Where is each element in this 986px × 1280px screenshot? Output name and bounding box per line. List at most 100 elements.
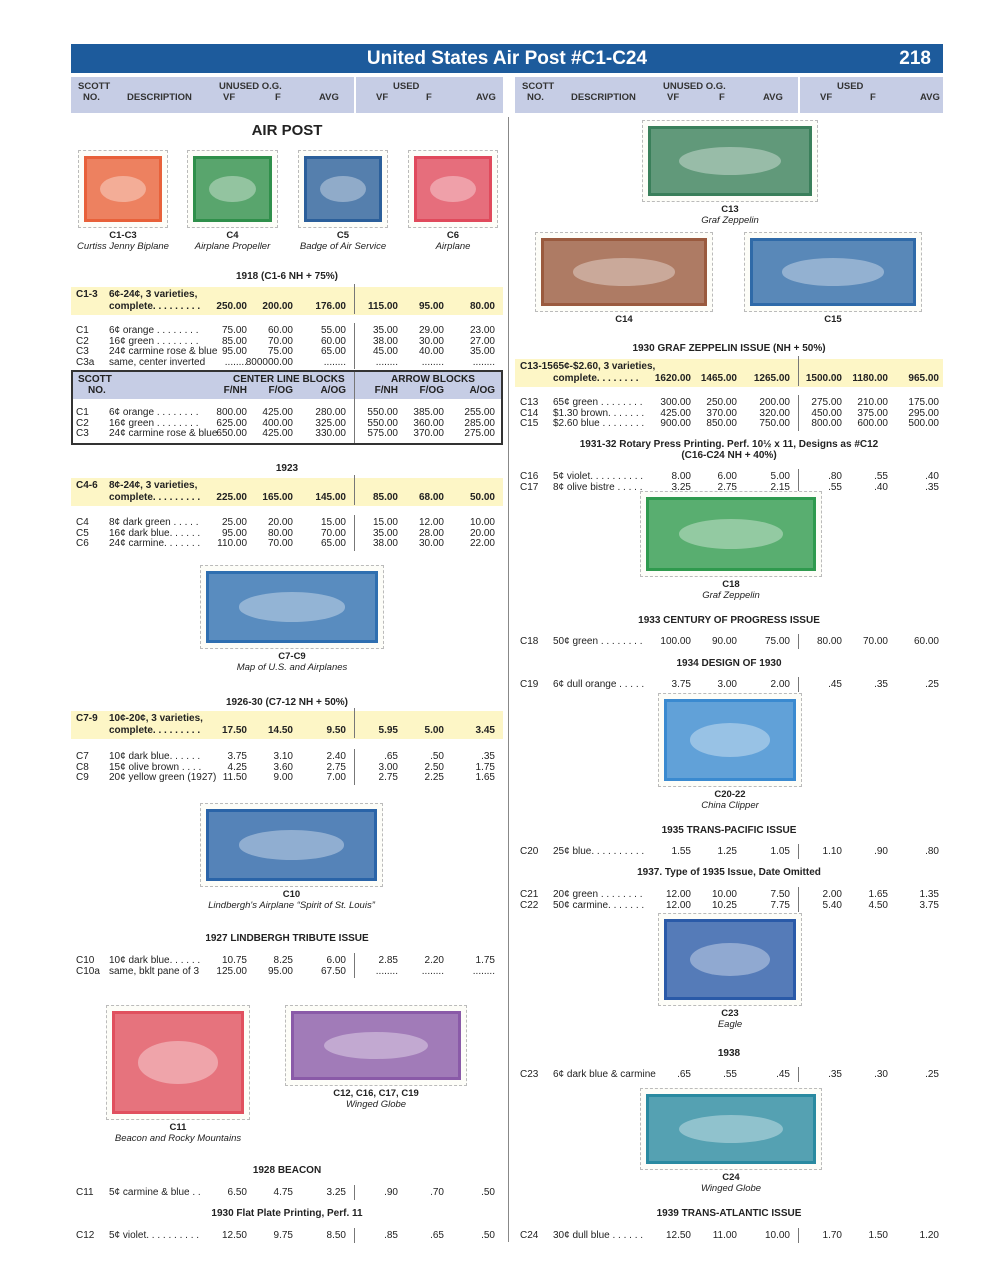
set-description-2: complete. . . . . . . . xyxy=(553,373,639,384)
table-row: C19 6¢ dull orange . . . . . 3.75 3.00 2.00.… xyxy=(515,679,943,690)
set-price: 50.00 xyxy=(469,492,495,503)
price-divider xyxy=(798,356,799,386)
price-divider xyxy=(798,844,799,859)
price-unused-vf: 900.00 xyxy=(660,418,691,430)
price-unused-avg: 5.00 xyxy=(770,471,790,482)
price-used-vf: 35.00 xyxy=(372,527,398,539)
price-unused-f: 250.00 xyxy=(706,397,737,408)
scott-number: C3 xyxy=(76,428,89,440)
col-header-avg: AVG xyxy=(763,92,783,103)
stamp-design xyxy=(206,571,378,643)
stamp-caption: C6 Airplane xyxy=(383,230,523,252)
price-used-f: .65 xyxy=(430,1230,444,1241)
stamp-name: Badge of Air Service xyxy=(299,240,387,252)
price-unused-avg: 200.00 xyxy=(759,397,790,408)
stamp-id: C12, C16, C17, C19 xyxy=(333,1088,419,1099)
col-header-divider xyxy=(798,77,800,113)
description: 5¢ carmine & blue . . xyxy=(109,1187,201,1198)
section-heading: 1927 LINDBERGH TRIBUTE ISSUE xyxy=(71,933,503,944)
section-heading: 1938 xyxy=(515,1048,943,1059)
price-unused-vf: 11.50 xyxy=(222,772,247,784)
price-unused-vf: 3.25 xyxy=(671,481,691,493)
price-used-vf: .45 xyxy=(828,679,842,690)
stamp-id: C14 xyxy=(615,314,633,325)
price-unused-f: .55 xyxy=(723,1069,737,1080)
price-unused-vf: 300.00 xyxy=(660,397,691,408)
section-heading: 1923 xyxy=(71,463,503,474)
column-header-right: SCOTT NO. DESCRIPTION UNUSED O.G. VF F AVG USED… xyxy=(515,77,943,113)
price-unused-vf: 125.00 xyxy=(216,965,247,977)
price-divider xyxy=(798,634,799,649)
scott-number: C23 xyxy=(520,1069,539,1080)
col-header-used: USED xyxy=(837,81,864,92)
price-divider xyxy=(798,395,799,431)
table-row: C18 50¢ green . . . . . . . . 100.00 90.00 7… xyxy=(515,636,943,647)
stamp-caption: C15 xyxy=(744,314,922,326)
price-unused-f: 70.00 xyxy=(267,538,293,550)
price-unused-f: 3.10 xyxy=(273,751,293,762)
price-unused-vf: 95.00 xyxy=(221,346,247,358)
set-price: 5.95 xyxy=(378,725,398,736)
price-unused-avg: ........ xyxy=(323,356,346,368)
description: 6¢ dull orange . . . . . xyxy=(553,679,645,690)
table-row: C13 65¢ green . . . . . . . . 300.00 250.00… xyxy=(515,397,943,408)
section-heading: 1928 BEACON xyxy=(71,1165,503,1176)
section-heading: 1931-32 Rotary Press Printing. Perf. 10½… xyxy=(515,439,943,461)
price-used-avg: .25 xyxy=(925,679,939,690)
stamp-image-c6 xyxy=(408,150,498,228)
price-unused-vf: 12.00 xyxy=(665,889,691,900)
price-used-vf: 2.75 xyxy=(378,772,398,784)
price-used-f: 28.00 xyxy=(418,527,444,539)
price-used-vf: 80.00 xyxy=(816,636,842,647)
price-unused-f: 3.00 xyxy=(717,679,737,690)
heading-text: 1923 xyxy=(275,463,299,474)
col-header-f: F xyxy=(719,92,725,103)
description: 16¢ green . . . . . . . . xyxy=(109,417,199,429)
price-unused-f: 95.00 xyxy=(267,965,293,977)
table-row: C22 50¢ carmine. . . . . . . 12.00 10.25 7.7… xyxy=(515,900,943,911)
stamp-caption: C23 Eagle xyxy=(658,1008,802,1030)
price-unused-vf: 625.00 xyxy=(216,417,247,429)
price-used-vf: ........ xyxy=(375,356,398,368)
price-unused-f: 425.00 xyxy=(262,428,293,440)
heading-subtext: (C16-C24 NH + 40%) xyxy=(681,450,777,461)
price-unused-f: 20.00 xyxy=(267,517,293,528)
price-used-vf: 3.00 xyxy=(378,761,398,773)
stamp-caption: C1-C3 Curtiss Jenny Biplane xyxy=(53,230,193,252)
price-divider xyxy=(354,953,355,979)
description: 65¢ green . . . . . . . . xyxy=(553,397,643,408)
stamp-id: C1-C3 xyxy=(109,230,137,241)
table-row: C21 20¢ green . . . . . . . . 12.00 10.00 7.… xyxy=(515,889,943,900)
price-used-f: 2.50 xyxy=(424,761,444,773)
scott-number: C24 xyxy=(520,1230,539,1241)
price-unused-vf: 1.55 xyxy=(671,846,691,857)
price-divider xyxy=(798,677,799,692)
cl-col-header: F/OG xyxy=(268,385,293,396)
stamp-name: Winged Globe xyxy=(700,1182,762,1194)
stamp-caption: C14 xyxy=(535,314,713,326)
stamp-caption: C13 Graf Zeppelin xyxy=(642,204,818,226)
scott-number: C5 xyxy=(76,527,89,539)
stamp-design xyxy=(304,156,382,222)
table-row: C7 10¢ dark blue. . . . . . 3.75 3.10 2.40 .6… xyxy=(71,751,503,762)
price-divider xyxy=(798,887,799,913)
price-used-f: 210.00 xyxy=(857,397,888,408)
table-row: C3 24¢ carmine rose & blue 95.00 75.00 65.00… xyxy=(71,346,503,357)
col-header-no: NO. xyxy=(527,92,544,103)
set-row: C1-3 6¢-24¢, 3 varieties, complete. . . . … xyxy=(71,284,503,315)
description: 6¢ dark blue & carmine xyxy=(553,1069,656,1080)
stamp-id: C24 xyxy=(722,1172,740,1183)
price-used-avg: 20.00 xyxy=(469,527,495,539)
description: 8¢ olive bistre . . . . . xyxy=(553,481,643,493)
price-unused-avg: 280.00 xyxy=(315,407,346,418)
section-heading: 1930 GRAF ZEPPELIN ISSUE (NH + 50%) xyxy=(515,343,943,354)
price-used-vf: .90 xyxy=(384,1187,398,1198)
price-unused-vf: 75.00 xyxy=(221,325,247,336)
cl-col-header: A/OG xyxy=(469,385,495,396)
price-divider xyxy=(354,284,355,314)
price-divider xyxy=(354,323,355,370)
table-row: C15 $2.60 blue . . . . . . . . 900.00 850.0… xyxy=(515,418,943,429)
price-used-avg: .35 xyxy=(481,751,495,762)
center-line-blocks-table: SCOTT NO. CENTER LINE BLOCKS ARROW BLOCKS F/… xyxy=(71,370,503,445)
stamp-caption: C4 Airplane Propeller xyxy=(163,230,303,252)
